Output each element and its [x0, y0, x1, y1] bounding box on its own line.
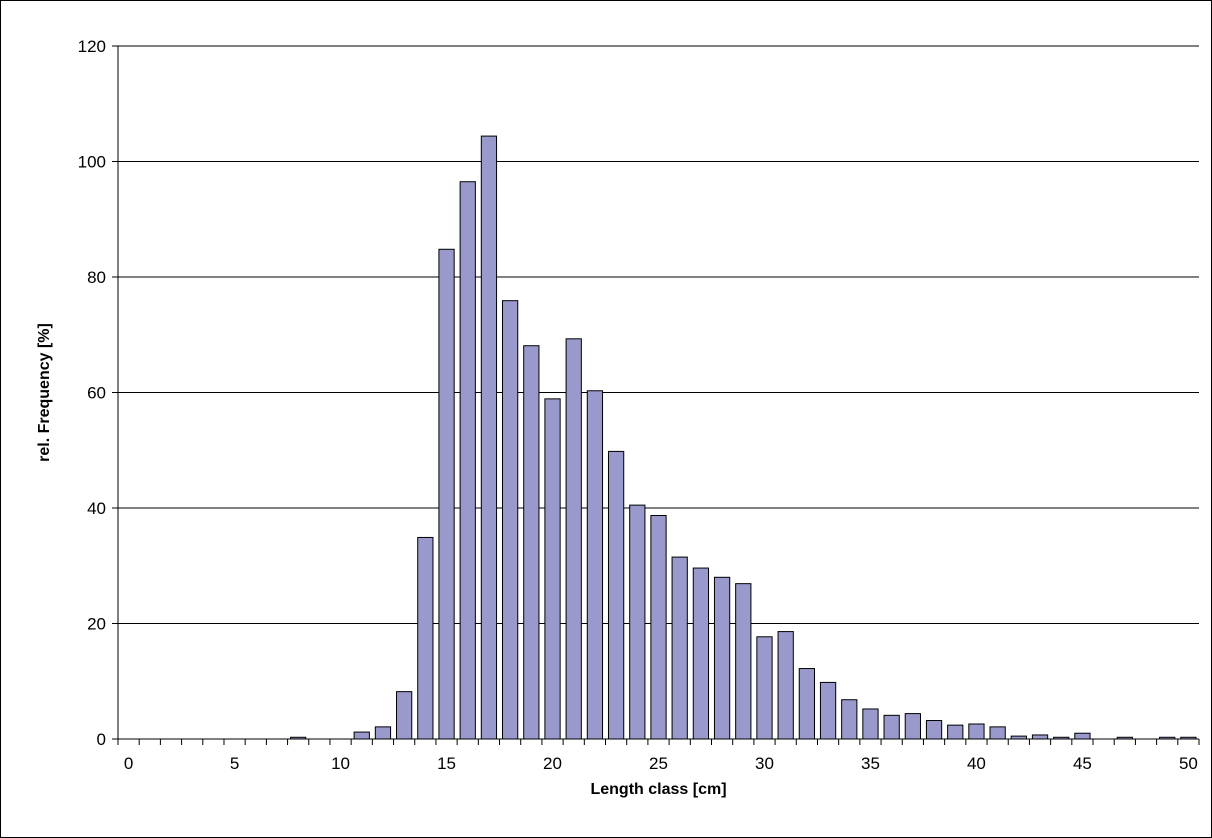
bar: [374, 726, 392, 740]
bar: [862, 708, 879, 740]
bar: [671, 556, 688, 740]
axes: [112, 45, 1200, 745]
x-tick-label: 5: [230, 754, 239, 773]
x-tick-label: 30: [755, 754, 774, 773]
bar: [841, 699, 858, 740]
bar: [1031, 734, 1049, 740]
bar: [438, 248, 455, 740]
bar: [629, 504, 646, 740]
x-tick-label: 40: [967, 754, 986, 773]
x-tick-label: 50: [1179, 754, 1198, 773]
bar: [904, 713, 921, 740]
bar: [480, 135, 498, 740]
bar: [565, 338, 582, 740]
y-tick-label: 120: [78, 37, 106, 56]
bar: [777, 631, 794, 740]
bar: [396, 691, 413, 740]
y-tick-label: 80: [87, 268, 106, 287]
bar: [523, 345, 540, 740]
x-tick-label: 0: [124, 754, 133, 773]
y-tick-label: 100: [78, 153, 106, 172]
x-tick-label: 15: [437, 754, 456, 773]
bar: [947, 724, 964, 740]
x-axis-title: Length class [cm]: [590, 781, 726, 798]
bar: [692, 567, 710, 740]
bar: [544, 398, 561, 740]
y-tick-label: 60: [87, 384, 106, 403]
bar: [989, 726, 1006, 740]
bars: [290, 135, 1197, 740]
y-axis-title: rel. Frequency [%]: [36, 323, 53, 462]
x-tick-label: 20: [543, 754, 562, 773]
bar: [883, 714, 900, 740]
bar: [586, 390, 604, 740]
x-tick-label: 35: [861, 754, 880, 773]
x-tick-label: 10: [331, 754, 350, 773]
gridlines: [118, 45, 1199, 624]
bar: [459, 181, 476, 740]
bar: [819, 681, 837, 740]
bar: [756, 636, 773, 740]
x-tick-label: 25: [649, 754, 668, 773]
bar: [607, 450, 625, 740]
bar: [650, 515, 667, 740]
bar: [501, 300, 519, 740]
bar: [925, 720, 943, 740]
tick-labels: 0 20 40 60 80 100 120 0 5 10 15 20 25 30 35 40 45 50: [78, 37, 1198, 773]
bar: [1074, 732, 1091, 740]
y-tick-label: 0: [97, 730, 106, 749]
bar: [968, 723, 985, 740]
bar: [798, 668, 816, 740]
y-tick-label: 20: [87, 615, 106, 634]
y-tick-label: 40: [87, 499, 106, 518]
bar: [713, 576, 731, 740]
bar: [735, 583, 752, 740]
bar: [417, 536, 434, 740]
x-tick-label: 45: [1073, 754, 1092, 773]
bar: [353, 731, 370, 740]
